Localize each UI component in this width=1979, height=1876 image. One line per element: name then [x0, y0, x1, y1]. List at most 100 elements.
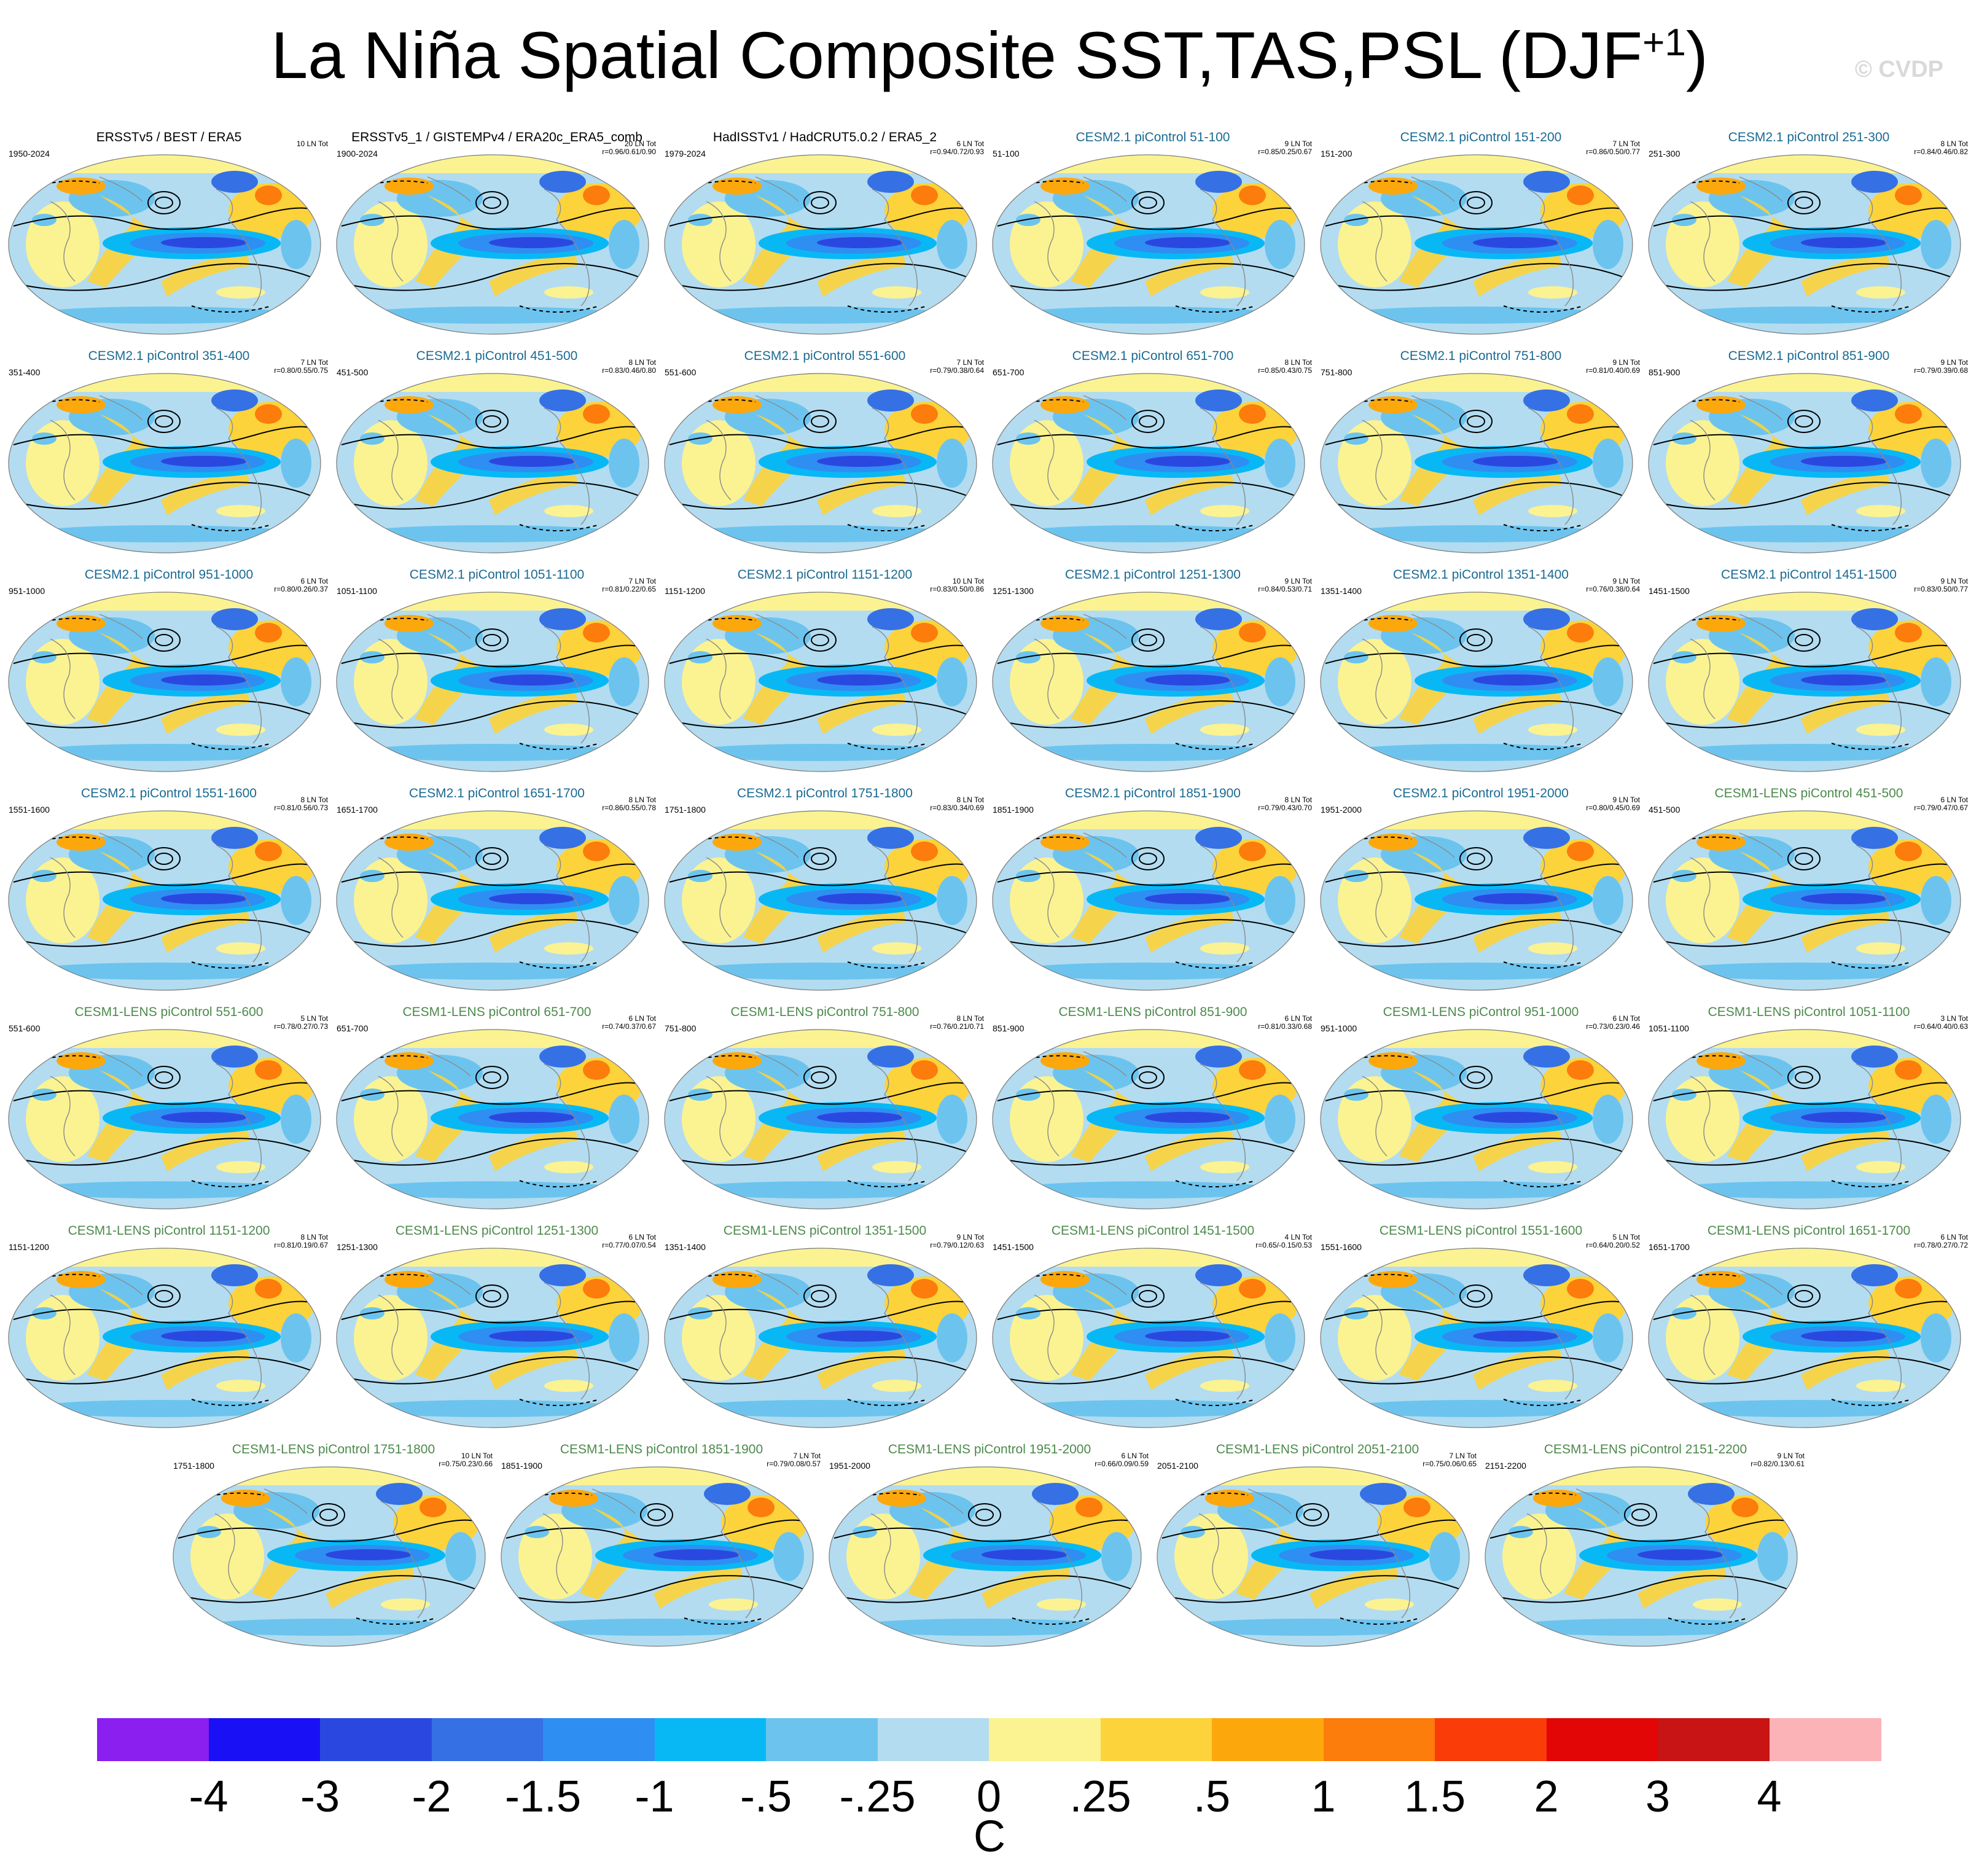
map-field — [9, 811, 321, 990]
panel-title: CESM2.1 piControl 1951-2000 — [1392, 786, 1569, 800]
panel-years: 1851-1900 — [993, 805, 1034, 815]
panel-correlation: r=0.79/0.39/0.68 — [1914, 366, 1968, 375]
panel-stats: 6 LN Tot r=0.66/0.09/0.59 — [1095, 1452, 1149, 1468]
colorbar-tick-label: 4 — [1757, 1772, 1782, 1821]
map-field — [1649, 592, 1961, 772]
map-field — [337, 1248, 649, 1428]
map-field — [9, 1248, 321, 1428]
panel-event-count: 9 LN Tot — [1940, 358, 1968, 367]
panel-years: 751-800 — [1321, 367, 1353, 377]
map-outline — [8, 810, 321, 991]
panel-title: ERSSTv5_1 / GISTEMPv4 / ERA20c_ERA5_comb — [351, 130, 642, 144]
colorbar-swatch — [989, 1718, 1101, 1761]
world-map — [1648, 810, 1961, 991]
map-field — [173, 1467, 485, 1646]
map-panel: CESM2.1 piControl 1251-1300 1251-1300 9 LN… — [991, 568, 1314, 784]
panel-correlation: r=0.80/0.45/0.69 — [1586, 803, 1640, 812]
panel-event-count: 6 LN Tot — [956, 139, 984, 148]
map-panel: CESM2.1 piControl 651-700 651-700 8 LN Tot… — [991, 349, 1314, 565]
panel-stats: 9 LN Tot r=0.85/0.25/0.67 — [1258, 140, 1312, 156]
map-field — [337, 1030, 649, 1209]
panel-title: CESM2.1 piControl 551-600 — [744, 349, 906, 363]
panel-event-count: 6 LN Tot — [1121, 1452, 1149, 1460]
panel-title: CESM2.1 piControl 1251-1300 — [1064, 568, 1241, 582]
panel-correlation: r=0.74/0.37/0.67 — [602, 1022, 656, 1031]
map-field — [9, 592, 321, 772]
colorbar-swatch — [877, 1718, 990, 1761]
map-panel: CESM1-LENS piControl 1651-1700 1651-1700 6… — [1647, 1224, 1970, 1440]
panel-stats: 10 LN Tot r=0.75/0.23/0.66 — [439, 1452, 493, 1468]
map-outline — [992, 1248, 1305, 1428]
world-map — [8, 1248, 321, 1428]
map-outline — [992, 592, 1305, 772]
world-map — [664, 373, 977, 553]
map-field — [1157, 1467, 1469, 1646]
panel-correlation: r=0.64/0.40/0.63 — [1914, 1022, 1968, 1031]
world-map — [501, 1466, 814, 1647]
world-map — [1157, 1466, 1470, 1647]
world-map — [992, 373, 1305, 553]
panel-title: CESM1-LENS piControl 851-900 — [1058, 1005, 1247, 1019]
map-field — [337, 592, 649, 772]
map-outline — [1648, 810, 1961, 991]
world-map — [829, 1466, 1142, 1647]
colorbar-units: C — [974, 1812, 1005, 1861]
map-panel: CESM2.1 piControl 1451-1500 1451-1500 9 LN… — [1647, 568, 1970, 784]
map-outline — [336, 592, 649, 772]
map-panel: CESM2.1 piControl 1651-1700 1651-1700 8 LN… — [335, 786, 658, 1002]
map-panel: CESM1-LENS piControl 951-1000 951-1000 6 L… — [1319, 1005, 1642, 1221]
colorbar-swatch — [1546, 1718, 1658, 1761]
panel-stats: 8 LN Tot r=0.84/0.46/0.82 — [1914, 140, 1968, 156]
panel-event-count: 8 LN Tot — [956, 1014, 984, 1023]
world-map — [992, 810, 1305, 991]
panel-event-count: 6 LN Tot — [1940, 1233, 1968, 1241]
map-field — [993, 155, 1305, 334]
panel-event-count: 9 LN Tot — [1612, 358, 1640, 367]
world-map — [8, 1029, 321, 1210]
colorbar-tick-label: -.5 — [740, 1772, 792, 1821]
map-field — [665, 155, 977, 334]
panel-event-count: 10 LN Tot — [952, 577, 984, 585]
panel-correlation: r=0.85/0.43/0.75 — [1258, 366, 1312, 375]
panel-event-count: 6 LN Tot — [1284, 1014, 1312, 1023]
world-map — [1648, 1029, 1961, 1210]
panel-stats: 8 LN Tot r=0.86/0.55/0.78 — [602, 796, 656, 812]
panel-years: 351-400 — [9, 367, 41, 377]
panel-years: 1551-1600 — [1321, 1242, 1362, 1252]
figure-title: La Niña Spatial Composite SST,TAS,PSL (D… — [0, 18, 1979, 92]
panel-years: 2151-2200 — [1485, 1461, 1526, 1471]
colorbar-swatch — [1212, 1718, 1324, 1761]
map-panel: CESM2.1 piControl 351-400 351-400 7 LN Tot… — [7, 349, 330, 565]
panel-correlation: r=0.66/0.09/0.59 — [1095, 1460, 1149, 1468]
map-panel: CESM2.1 piControl 1751-1800 1751-1800 8 LN… — [663, 786, 986, 1002]
panel-correlation: r=0.84/0.46/0.82 — [1914, 147, 1968, 156]
world-map — [992, 592, 1305, 772]
panel-event-count: 6 LN Tot — [1612, 1014, 1640, 1023]
panel-event-count: 6 LN Tot — [1940, 795, 1968, 804]
panel-years: 1951-2000 — [1321, 805, 1362, 815]
map-panel: ERSSTv5_1 / GISTEMPv4 / ERA20c_ERA5_comb… — [335, 130, 658, 346]
panel-stats: 6 LN Tot r=0.77/0.07/0.54 — [602, 1233, 656, 1249]
world-map — [664, 1248, 977, 1428]
colorbar-tick-label: -.25 — [839, 1772, 916, 1821]
panel-event-count: 10 LN Tot — [461, 1452, 493, 1460]
map-outline — [173, 1466, 486, 1647]
panel-correlation: r=0.75/0.06/0.65 — [1423, 1460, 1477, 1468]
map-outline — [664, 592, 977, 772]
world-map — [336, 810, 649, 991]
panel-stats: 20 LN Tot r=0.96/0.61/0.90 — [602, 140, 656, 156]
panel-stats: 6 LN Tot r=0.73/0.23/0.46 — [1586, 1015, 1640, 1031]
panel-correlation: r=0.73/0.23/0.46 — [1586, 1022, 1640, 1031]
panel-correlation: r=0.79/0.47/0.67 — [1914, 803, 1968, 812]
colorbar-tick-label: 3 — [1645, 1772, 1671, 1821]
panel-correlation: r=0.79/0.12/0.63 — [930, 1241, 984, 1249]
panel-correlation: r=0.80/0.26/0.37 — [274, 585, 328, 593]
map-outline — [664, 1248, 977, 1428]
panel-event-count: 8 LN Tot — [1284, 358, 1312, 367]
world-map — [1485, 1466, 1798, 1647]
panel-correlation: r=0.94/0.72/0.93 — [930, 147, 984, 156]
panel-stats: 9 LN Tot r=0.80/0.45/0.69 — [1586, 796, 1640, 812]
map-outline — [829, 1466, 1142, 1647]
panel-stats: 8 LN Tot r=0.83/0.34/0.69 — [930, 796, 984, 812]
panel-years: 1651-1700 — [1649, 1242, 1690, 1252]
